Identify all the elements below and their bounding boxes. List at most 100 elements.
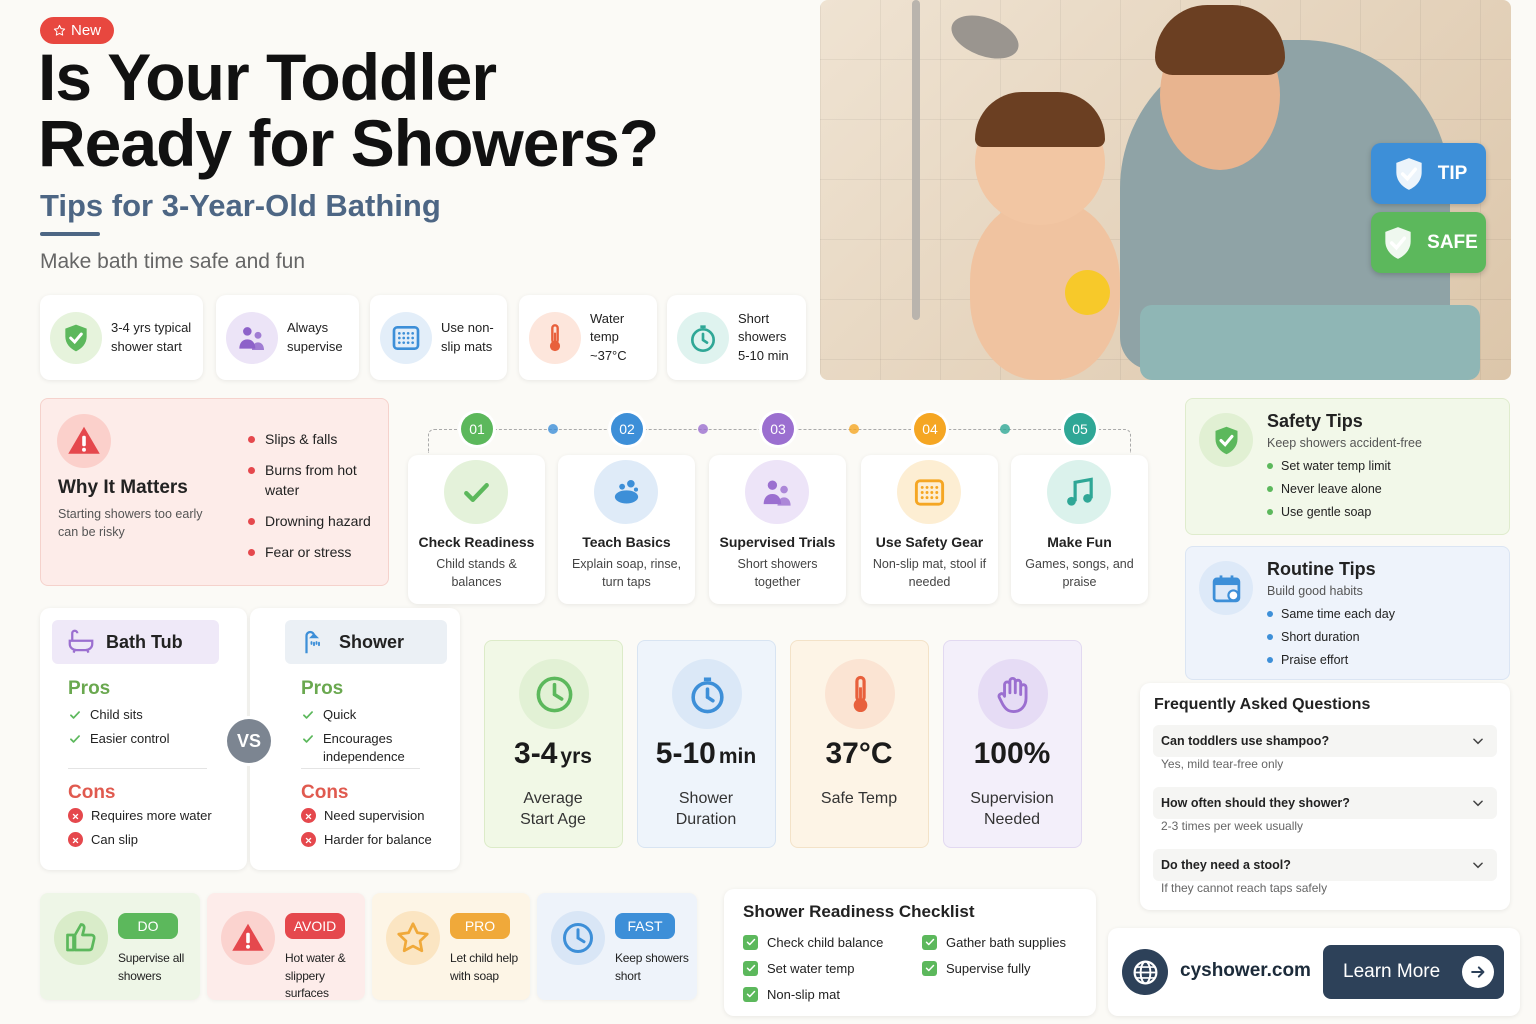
icon-part (858, 686, 862, 702)
tip-panel-title: Routine Tips (1267, 559, 1376, 579)
highlight-text: Use non-slip mats (441, 320, 494, 354)
icon-part (1073, 476, 1093, 501)
subtitle-underline (40, 232, 100, 236)
metric-card: 37°C Safe Temp (790, 640, 929, 848)
faq-question[interactable]: How often should they shower? (1153, 787, 1497, 819)
icon-part (1473, 738, 1483, 745)
icon-part (1134, 965, 1156, 979)
icon-part (1471, 966, 1485, 978)
icon-part (1215, 426, 1237, 454)
icon-part (914, 478, 944, 506)
faq-question[interactable]: Can toddlers use shampoo? (1153, 725, 1497, 757)
icon-warn (66, 423, 102, 459)
pros-list: Quick Encourages independence (301, 706, 420, 766)
con-item: Need supervision (301, 808, 424, 823)
compare-title: Shower (339, 631, 405, 652)
icon-part (72, 837, 79, 844)
icon-part (746, 964, 755, 972)
icon-part (72, 649, 90, 654)
icon-star (53, 24, 66, 37)
icon-part (70, 711, 80, 719)
icon-part (563, 923, 593, 953)
highlight-card: Use non-slip mats (370, 295, 507, 380)
icon-part (305, 837, 312, 844)
pros-label: Pros (68, 678, 111, 699)
icon-calendar (1210, 572, 1243, 605)
metric-icon (519, 659, 589, 729)
icon-part (536, 676, 572, 712)
bath-mat (1140, 305, 1480, 380)
icon-part (1396, 157, 1422, 190)
icon-part (239, 338, 256, 349)
icon-part (1215, 426, 1237, 454)
icon-part (746, 990, 755, 998)
risk-text: Fear or stress (265, 544, 352, 560)
new-badge: New (40, 17, 114, 44)
vs-circle: VS (227, 719, 271, 763)
faq-answer: If they cannot reach taps safely (1161, 881, 1328, 895)
step-text: Short showers together (737, 557, 818, 589)
icon-grid (390, 322, 422, 354)
title-line: Ready for Showers? (38, 106, 659, 180)
icon-part (934, 485, 938, 489)
icon-part (398, 331, 401, 335)
tip-text: Use gentle soap (1281, 505, 1372, 519)
learn-more-button[interactable]: Learn More (1323, 945, 1504, 999)
icon-part (853, 697, 867, 712)
icon-part (1219, 574, 1222, 581)
icon-part (1133, 960, 1157, 984)
icon-part (303, 711, 313, 719)
icon-part (1226, 588, 1239, 601)
icon-tub (66, 627, 96, 657)
risk-text: Slips & falls (265, 431, 338, 447)
highlight-card: Always supervise (216, 295, 359, 380)
shower-head (945, 7, 1025, 67)
step-connector-dot (548, 424, 558, 434)
faq-question[interactable]: Do they need a stool? (1153, 849, 1497, 881)
badge-label: TIP (1437, 162, 1468, 184)
tagline: Make bath time safe and fun (40, 250, 305, 273)
checkbox (743, 960, 758, 976)
step-icon (897, 460, 961, 524)
checklist-grid: Check child balance Gather bath supplies S… (743, 933, 1092, 1003)
metric-label: Shower Duration (675, 790, 737, 828)
quick-tip-text: Hot water & slippery surfaces (285, 951, 346, 1000)
faq-chevron (1471, 796, 1485, 810)
metric-label: Supervision Needed (970, 790, 1054, 828)
highlight-text: Always supervise (287, 320, 343, 354)
icon-part (82, 447, 86, 452)
icon-check (745, 962, 757, 974)
icon-part (406, 331, 410, 335)
step-text: Child stands & balances (436, 557, 517, 589)
risk-bullet (248, 518, 255, 525)
icon-part (997, 676, 1027, 713)
con-text: Requires more water (91, 808, 212, 823)
icon-part (553, 332, 557, 343)
icon-part (934, 490, 938, 494)
faq-question-text: Can toddlers use shampoo? (1161, 734, 1330, 748)
quick-tip-icon (551, 911, 605, 965)
metric-value: 100% (944, 737, 1080, 771)
faq-chevron (1471, 734, 1485, 748)
icon-warn (230, 920, 266, 956)
icon-part (763, 493, 781, 504)
faq-question-text: How often should they shower? (1161, 796, 1350, 810)
icon-part (777, 496, 791, 506)
globe-icon (1122, 949, 1168, 995)
highlight-card: Water temp ~37°C (519, 295, 657, 380)
tip-bullet (1267, 634, 1273, 640)
icon-part (690, 676, 724, 713)
icon-part (1082, 493, 1092, 503)
compare-header: Bath Tub (52, 620, 219, 664)
icon-shield (1210, 424, 1243, 457)
checklist-item: Non-slip mat (743, 985, 922, 1003)
icon-part (691, 324, 715, 352)
why-icon (57, 414, 111, 468)
safety-tips-box: Safety Tips Keep showers accident-free Set… (1185, 398, 1510, 535)
icon-part (929, 490, 933, 494)
icon-part (66, 923, 96, 952)
icon-xmark (303, 834, 314, 845)
icon-star (395, 920, 431, 956)
icon-part (925, 964, 934, 972)
icon-check (68, 732, 82, 746)
